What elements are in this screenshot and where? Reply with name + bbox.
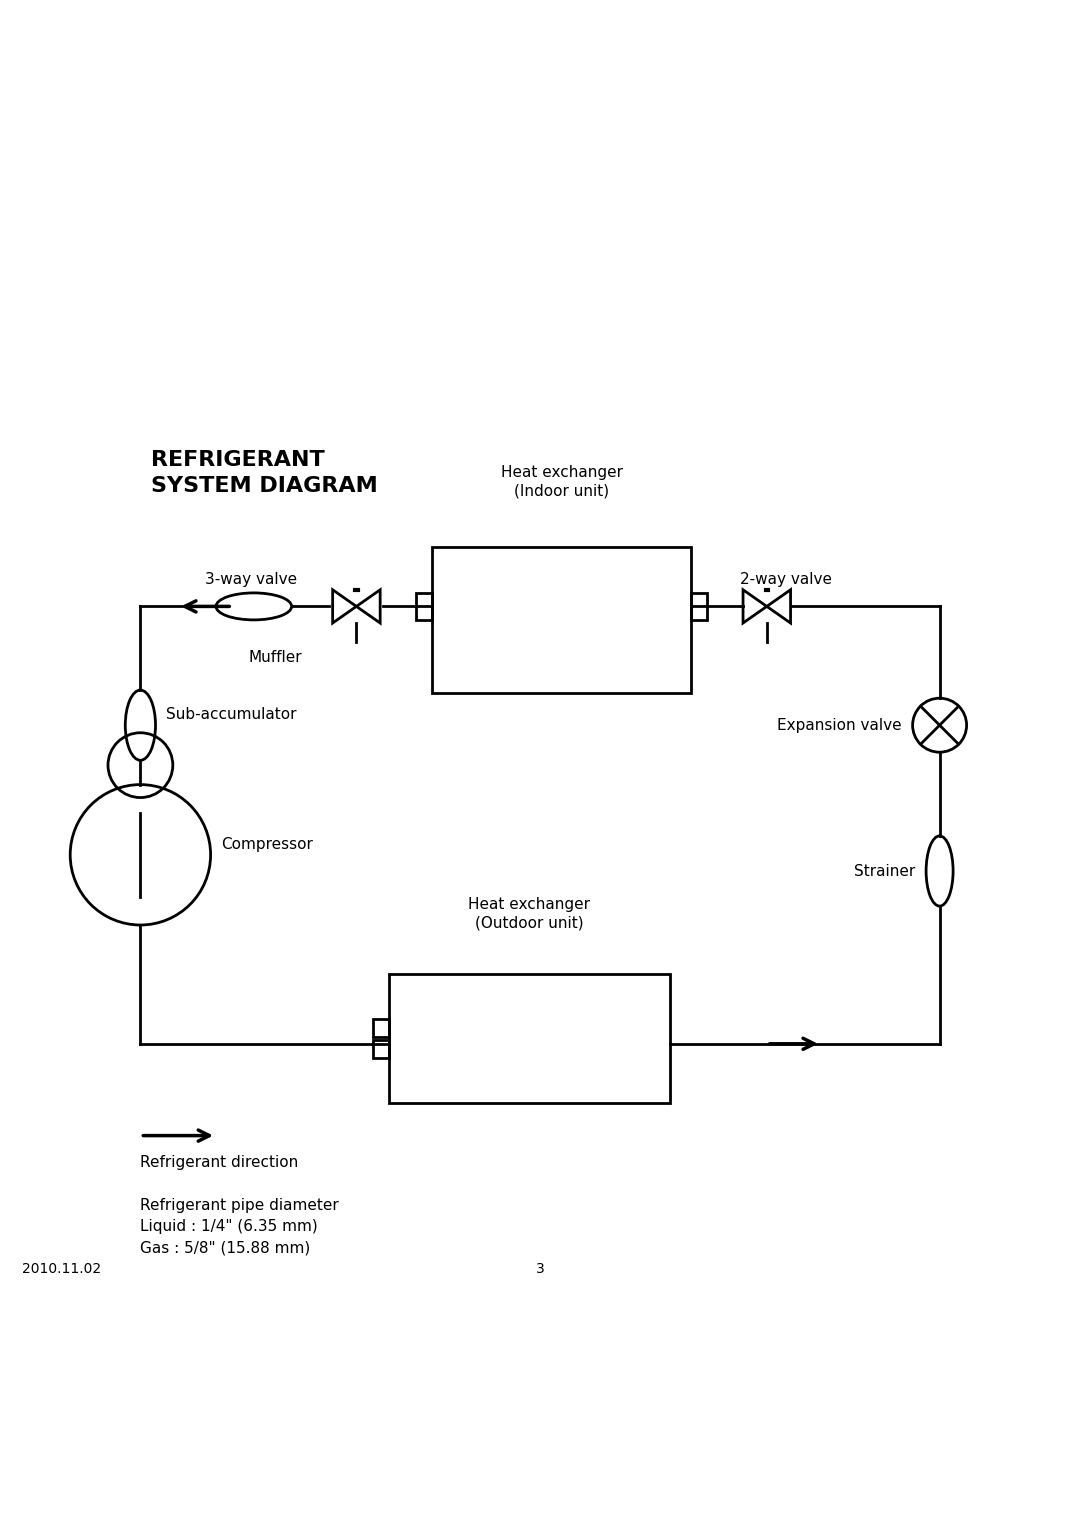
Bar	[373, 1019, 389, 1036]
Text: REFRIGERANT
SYSTEM DIAGRAM: REFRIGERANT SYSTEM DIAGRAM	[151, 450, 378, 496]
Text: Refrigerant pipe diameter
Liquid : 1/4" (6.35 mm)
Gas : 5/8" (15.88 mm): Refrigerant pipe diameter Liquid : 1/4" …	[140, 1198, 339, 1256]
Bar	[373, 1041, 389, 1058]
Text: 2-way valve: 2-way valve	[740, 572, 832, 588]
Text: Heat exchanger
(Outdoor unit): Heat exchanger (Outdoor unit)	[469, 897, 590, 931]
Bar	[432, 546, 691, 693]
Bar	[389, 974, 670, 1103]
Text: Heat exchanger
(Indoor unit): Heat exchanger (Indoor unit)	[501, 465, 622, 499]
Text: 2010.11.02: 2010.11.02	[22, 1262, 100, 1276]
Bar	[691, 594, 707, 620]
Text: Compressor: Compressor	[221, 836, 313, 852]
Text: 3: 3	[536, 1262, 544, 1276]
Text: Sub-accumulator: Sub-accumulator	[166, 707, 297, 722]
Text: Expansion valve: Expansion valve	[778, 717, 902, 732]
Text: Refrigerant direction: Refrigerant direction	[140, 1155, 299, 1170]
Text: Muffler: Muffler	[248, 650, 302, 665]
Text: 3-way valve: 3-way valve	[205, 572, 297, 588]
Bar	[416, 594, 432, 620]
Text: Strainer: Strainer	[854, 864, 916, 879]
